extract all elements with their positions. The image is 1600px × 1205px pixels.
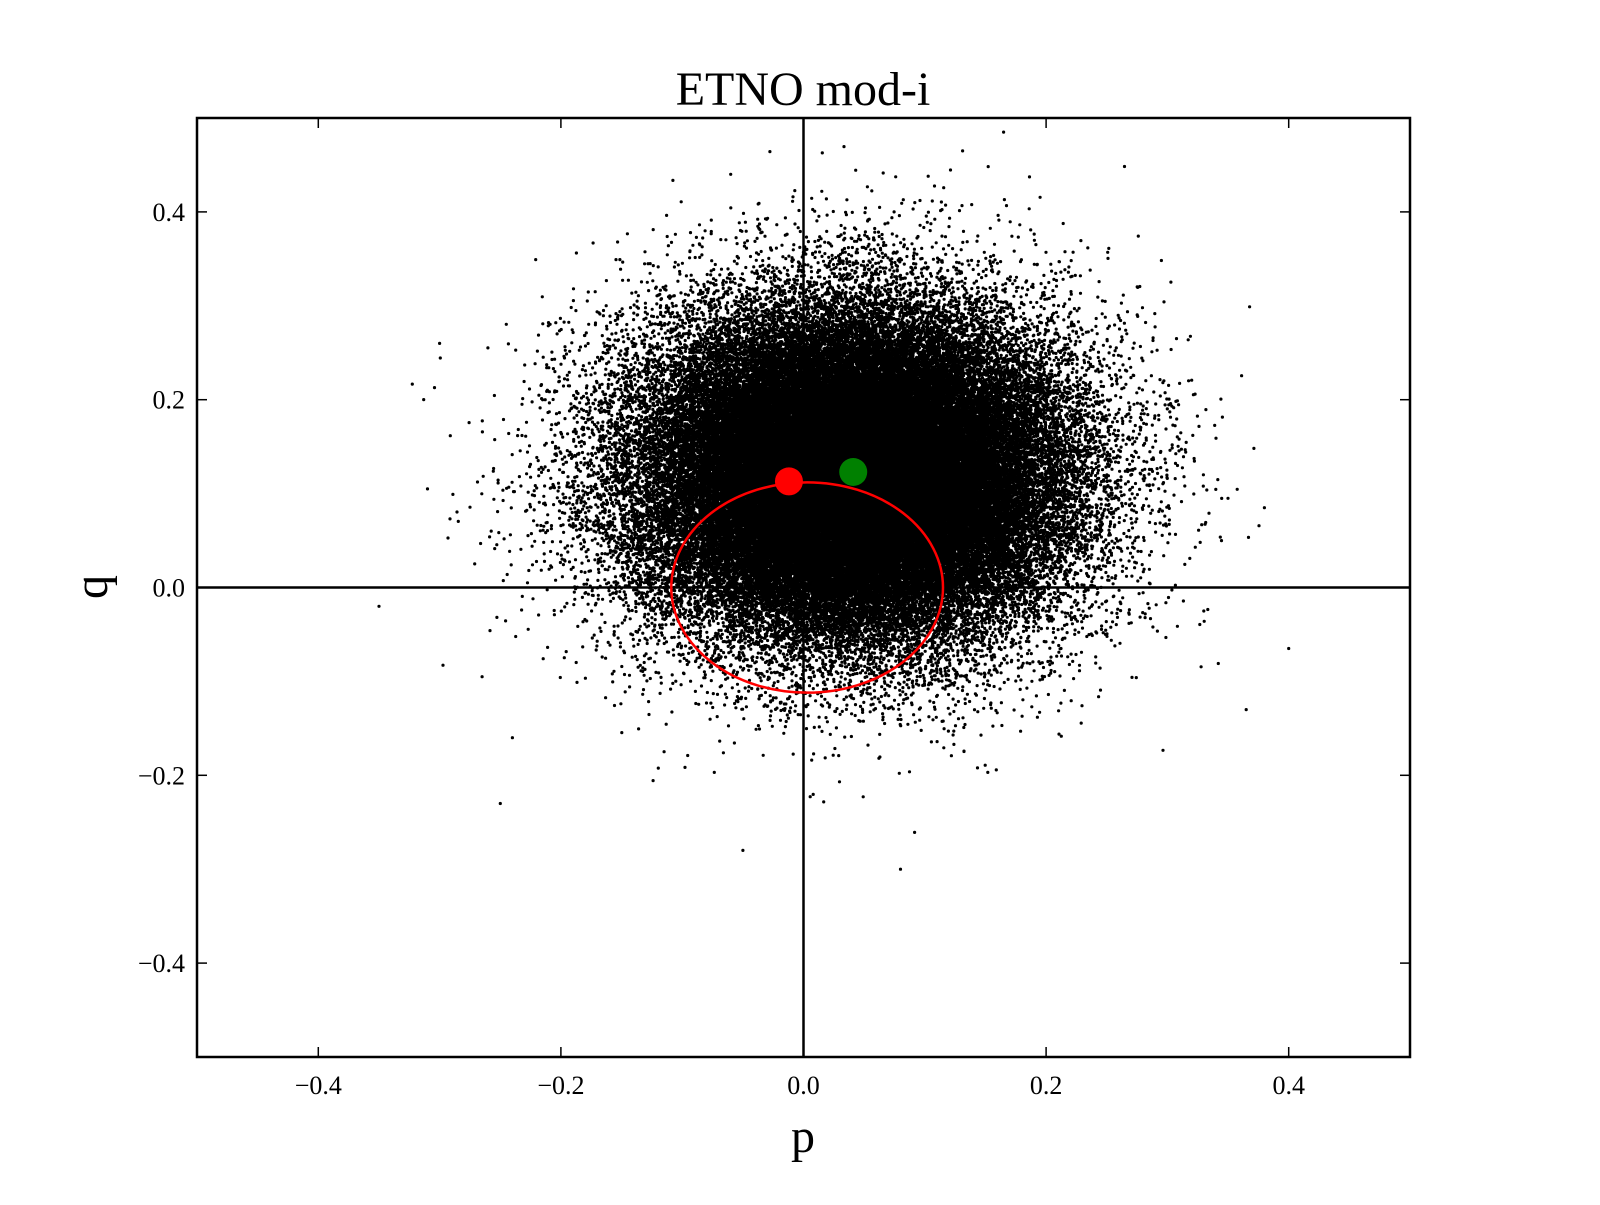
scatter-points xyxy=(377,130,1291,871)
x-tick-label: −0.2 xyxy=(537,1071,584,1100)
green-marker-point xyxy=(839,458,868,487)
x-tick-label: 0.2 xyxy=(1030,1071,1063,1100)
x-tick-label: −0.4 xyxy=(295,1071,342,1100)
y-tick-label: 0.2 xyxy=(153,386,186,415)
scatter-cloud-points xyxy=(377,130,1291,871)
x-axis-label: p xyxy=(791,1110,815,1163)
x-tick-label: 0.0 xyxy=(787,1071,820,1100)
chart-title: ETNO mod-i xyxy=(676,63,931,116)
reference-lines xyxy=(197,118,1410,1057)
overlay-layer xyxy=(670,458,945,694)
red-marker-point xyxy=(774,467,803,496)
y-tick-label: −0.4 xyxy=(138,949,185,978)
x-tick-label: 0.4 xyxy=(1272,1071,1305,1100)
y-tick-label: 0.0 xyxy=(153,574,186,603)
y-tick-label: −0.2 xyxy=(138,761,185,790)
y-axis-label: q xyxy=(65,575,118,599)
red-ellipse-curve xyxy=(670,481,945,694)
y-tick-label: 0.4 xyxy=(153,198,186,227)
axis-ticks: −0.4 −0.2 0.0 0.2 0.4 −0.4 −0.2 0.0 0.2 0.4 xyxy=(138,118,1410,1100)
